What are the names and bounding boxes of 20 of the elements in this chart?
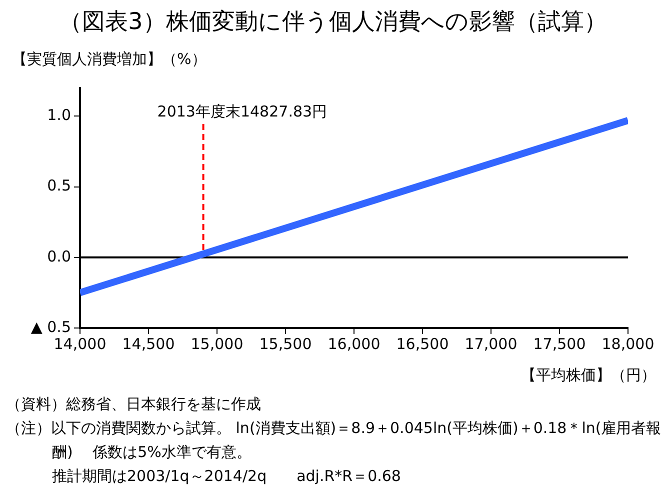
chart-title: （図表3）株価変動に伴う個人消費への影響（試算） bbox=[58, 8, 608, 37]
text: （資料）総務省、日本銀行を基に作成 bbox=[6, 394, 262, 415]
x-tick-label: 17,500 bbox=[533, 334, 586, 353]
text: （注）以下の消費関数から試算。 ln(消費支出額)＝8.9＋0.045ln(平均株価)＋0.18＊ln(雇用者報酬) 係数は5%水準で有意。 bbox=[6, 418, 662, 463]
x-tick-label: 16,500 bbox=[396, 334, 449, 353]
y-tick-label: 0.5 bbox=[47, 176, 71, 195]
text: 推計期間は2003/1q～2014/2q adj.R*R＝0.68 bbox=[51, 466, 402, 487]
x-tick-label: 15,500 bbox=[259, 334, 312, 353]
x-tick-label: 14,000 bbox=[54, 334, 106, 353]
x-axis-title: 【平均株価】（円） bbox=[521, 366, 656, 385]
x-tick-label: 18,000 bbox=[602, 334, 654, 353]
x-tick-label: 16,000 bbox=[328, 334, 380, 353]
x-tick-label: 14,500 bbox=[122, 334, 175, 353]
ref-line-label: 2013年度末14827.83円 bbox=[157, 102, 328, 120]
x-tick-label: 17,000 bbox=[464, 334, 518, 353]
y-axis-title: 【実質個人消費増加】（%） bbox=[12, 50, 206, 69]
y-tick-label: ▲ 0.5 bbox=[30, 318, 71, 336]
y-tick-label: 0.0 bbox=[47, 247, 71, 266]
y-tick-label: 1.0 bbox=[47, 106, 71, 124]
x-tick-label: 15,000 bbox=[190, 334, 244, 353]
